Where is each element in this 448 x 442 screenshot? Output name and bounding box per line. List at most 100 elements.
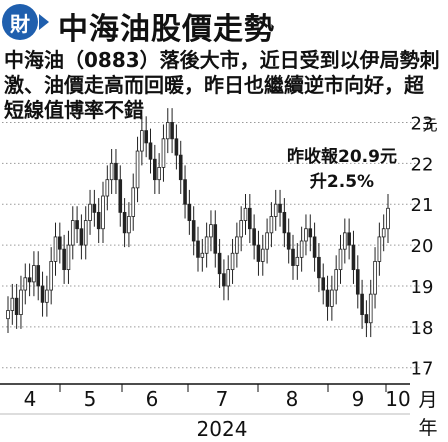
candle-body [118,179,123,213]
candle-body [62,248,66,271]
candle-body [183,179,187,205]
y-tick-label: 20 [411,236,434,257]
x-unit-month: 月 [418,389,437,411]
candle-body [269,216,274,234]
candle-body [105,179,110,197]
candle-body [312,236,317,258]
candle-body [351,244,356,271]
candle-body [230,252,235,271]
candle-body [161,138,166,168]
candle-body [96,211,101,230]
candle-body [135,150,140,189]
candle-body [330,289,334,307]
candle-body [92,203,97,213]
y-tick-label: 19 [411,277,434,298]
chevron-right-icon [39,14,49,30]
candle-body [235,236,239,254]
candle-body [321,277,326,291]
candle-body [148,142,153,160]
candle-body [196,240,200,258]
article-body: 中海油（0883）落後大市，近日受到以伊局勢刺 激、油價走高而回暖，昨日也繼續逆… [4,48,444,123]
candle-body [14,297,19,315]
candle-body [364,314,369,324]
candle-body [83,220,88,246]
y-tick-label: 22 [411,154,434,175]
candle-body [165,122,170,140]
candle-body [308,228,313,238]
candle-body [252,228,256,246]
candle-body [273,203,278,217]
x-tick-label: 8 [286,387,299,411]
x-tick-label: 6 [146,387,159,411]
candle-body [317,256,321,279]
x-year-label: 2024 [197,417,248,441]
x-tick-label: 10 [385,387,410,411]
candle-body [58,236,62,250]
x-tick-label: 5 [84,387,97,411]
candle-body [256,244,261,262]
candle-body [265,232,269,250]
candle-body [291,248,295,266]
candle-body [88,203,92,221]
candle-body [19,289,23,315]
candle-body [127,216,131,234]
candle-body [79,228,84,246]
candle-body [368,293,373,324]
candle-body [40,285,45,303]
annotation-change: 升2.5% [310,172,374,192]
candle-body [386,207,390,230]
article-line-2: 激、油價走高而回暖，昨日也繼續逆市向好，超 [4,73,424,97]
candle-body [140,130,144,152]
candle-body [226,269,231,287]
candle-body [204,236,209,254]
candle-body [278,203,282,213]
candle-body [170,122,174,140]
candle-body [304,228,308,242]
candle-body [36,265,41,287]
x-unit-year: 年 [418,417,437,439]
header: 財 中海油股價走勢 [2,2,446,47]
candle-body [109,162,114,181]
candle-body [49,261,53,291]
candle-body [53,236,58,262]
candle-body [282,211,287,234]
candle-body [347,232,351,246]
candle-body [377,236,382,262]
candle-body [75,220,79,230]
y-unit-label: 元 [422,116,437,134]
candle-body [286,232,291,250]
logo-badge: 財 [2,4,38,40]
candle-body [23,277,28,291]
candle-body [153,158,157,181]
candle-body [114,162,118,181]
candle-body [260,248,265,262]
candle-body [10,297,15,311]
x-tick-label: 7 [216,387,229,411]
x-tick-label: 9 [352,387,365,411]
candle-body [6,310,10,320]
candle-body [101,195,105,230]
page-title: 中海油股價走勢 [58,12,275,47]
logo-text: 財 [10,11,30,36]
candle-body [174,138,179,156]
candle-body [334,269,338,291]
candle-body [299,240,304,258]
candle-body [66,244,71,271]
candle-body [373,261,377,295]
candle-body [355,269,360,295]
candle-body [338,248,343,271]
candle-body [157,167,161,181]
article-line-3: 短線值博率不錯 [4,98,144,122]
candle-body [200,252,205,258]
candle-body [343,232,347,250]
candle-body [243,207,248,221]
candle-body [45,289,49,303]
candle-body [32,265,36,283]
y-tick-label: 21 [411,195,434,216]
candle-body [191,220,196,242]
candle-body [70,220,75,246]
candle-body [178,154,183,181]
candle-body [144,130,148,144]
annotation-close: 昨收報20.9元 [287,146,397,167]
